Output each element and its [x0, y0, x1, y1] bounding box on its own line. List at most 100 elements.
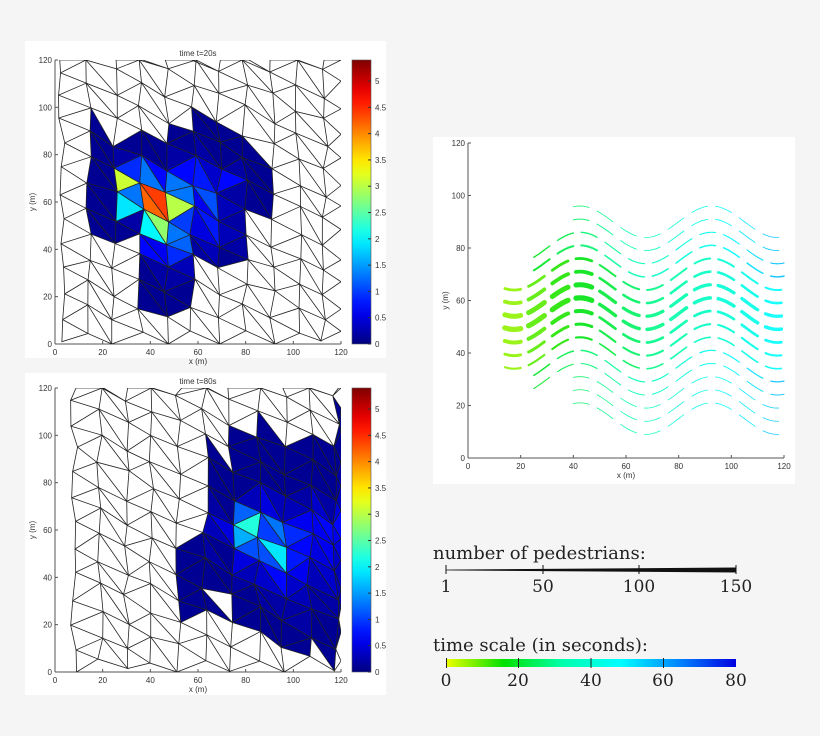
trajectory-segment	[715, 402, 732, 410]
trajectory-segment	[669, 280, 688, 295]
density-cell	[139, 253, 169, 292]
trajectory-segment	[740, 323, 760, 338]
y-tick-label: 120	[39, 56, 53, 65]
y-tick-label: 40	[456, 349, 465, 358]
trajectory-segment	[738, 230, 756, 243]
trajectory-segment	[764, 352, 783, 357]
trajectory-segment	[645, 336, 665, 344]
trajectory-segment	[667, 401, 685, 414]
density-cell	[281, 599, 312, 621]
density-cell	[216, 121, 243, 143]
density-cell	[166, 155, 197, 186]
trajectory-segment	[503, 352, 523, 358]
density-cell	[260, 482, 286, 523]
pedestrians-tick: 150	[719, 577, 753, 597]
density-cell	[232, 472, 261, 502]
trajectory-segment	[503, 366, 522, 370]
x-tick-label: 100	[287, 348, 301, 357]
density-cell	[333, 545, 341, 571]
density-cell	[309, 533, 335, 571]
x-tick-label: 40	[146, 676, 155, 685]
density-cell	[168, 254, 195, 280]
trajectory-segment	[693, 270, 712, 278]
trajectory-segment	[503, 287, 523, 292]
trajectory-segment	[770, 380, 785, 383]
density-cell	[228, 446, 261, 473]
density-cell	[306, 557, 339, 600]
density-cell	[281, 608, 312, 638]
trajectory-segment	[764, 299, 783, 305]
trajectory-segment	[693, 257, 712, 265]
trajectory-segment	[667, 230, 685, 243]
x-tick-label: 20	[98, 348, 107, 357]
trajectory-segment	[526, 287, 547, 302]
trajectory-segment	[622, 332, 641, 344]
trajectory-segment	[574, 257, 594, 263]
y-axis-label: y (m)	[441, 291, 450, 310]
trajectory-segment	[716, 271, 736, 282]
y-tick-label: 20	[43, 293, 52, 302]
trajectory-segment	[574, 269, 594, 276]
trajectory-segment	[549, 297, 571, 313]
density-cell	[216, 193, 245, 222]
trajectory-segment	[722, 234, 740, 245]
colorbar-tick-label: 5	[375, 405, 380, 414]
trajectory-segment	[669, 293, 689, 308]
trajectory-segment	[722, 352, 740, 363]
y-tick-label: 20	[456, 402, 465, 411]
trajectory-segment	[698, 244, 717, 249]
density-cell	[218, 209, 247, 235]
density-cell	[311, 509, 334, 546]
density-cell	[233, 524, 258, 549]
trajectory-segment	[651, 373, 669, 382]
trajectory-segment	[620, 424, 637, 434]
trajectory-segment	[574, 322, 594, 329]
density-cell	[286, 584, 312, 609]
trajectory-segment	[573, 295, 595, 303]
y-tick-label: 80	[43, 151, 52, 160]
trajectory-segment	[598, 329, 617, 343]
trajectory-segment	[526, 326, 547, 341]
colorbar-tick-label: 4	[375, 458, 380, 467]
colorbar-tick-label: 3	[375, 510, 380, 519]
trajectory-segment	[669, 346, 688, 360]
trajectory-segment	[596, 223, 614, 236]
trajectory-segment	[556, 350, 575, 360]
density-cell	[192, 155, 217, 194]
density-cell	[282, 509, 314, 534]
density-cell	[281, 620, 312, 648]
density-cell	[336, 462, 341, 486]
trajectory-segment	[741, 350, 759, 364]
colorbar-tick-label: 2.5	[375, 537, 387, 546]
trajectory-segment	[527, 340, 546, 354]
density-cell	[334, 560, 341, 589]
trajectory-segment	[717, 337, 735, 347]
colorbar-tick-label: 1.5	[375, 261, 387, 270]
trajectory-segment	[691, 389, 709, 397]
colorbar-tick-label: 4.5	[375, 431, 387, 440]
trajectory-segment	[715, 389, 732, 397]
density-cell	[285, 485, 312, 510]
trajectory-segment	[691, 402, 709, 410]
pedestrians-legend-title: number of pedestrians:	[433, 543, 646, 564]
y-tick-label: 40	[43, 573, 52, 582]
density-cell	[143, 209, 169, 245]
trajectory-segment	[550, 272, 570, 286]
trajectory-segment	[699, 363, 717, 367]
trajectory-segment	[604, 241, 622, 255]
trajectory-segment	[715, 218, 732, 227]
y-tick-label: 100	[452, 192, 466, 201]
trajectory-segment	[738, 401, 756, 414]
trajectory-segment	[598, 342, 617, 356]
y-tick-label: 100	[39, 103, 53, 112]
trajectory-segment	[675, 251, 693, 264]
trajectory-segment	[527, 353, 546, 367]
trajectory-segment	[502, 312, 524, 319]
x-tick-label: 60	[622, 462, 631, 471]
density-cell	[178, 588, 207, 610]
density-cell	[201, 557, 232, 595]
trajectory-segment	[669, 333, 688, 347]
density-cell	[285, 434, 314, 460]
colorbar-tick-label: 1	[375, 287, 380, 296]
